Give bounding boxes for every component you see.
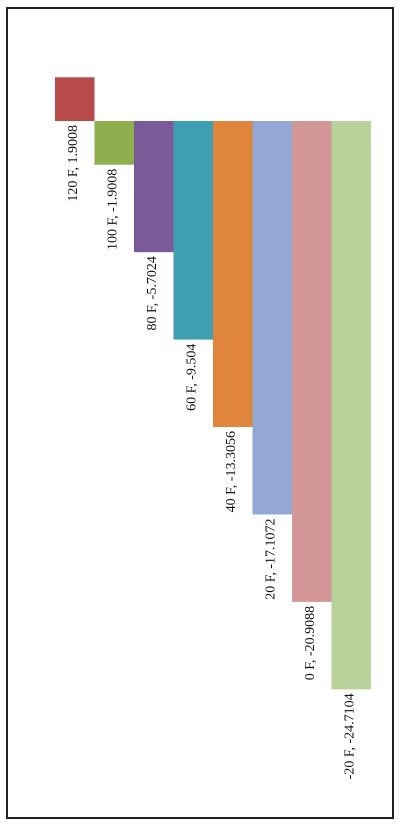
bar-3 <box>173 121 213 340</box>
data-label-6: 0 F, -20.9088 <box>303 606 318 680</box>
bar-0 <box>55 77 95 121</box>
data-label-0: 120 F, 1.9008 <box>66 125 81 202</box>
data-label-2: 80 F, -5.7024 <box>145 256 160 330</box>
bar-2 <box>134 121 174 253</box>
bar-1 <box>94 121 134 165</box>
bar-4 <box>213 121 253 428</box>
data-label-7: -20 F, -24.7104 <box>343 693 358 779</box>
data-label-4: 40 F, -13.3056 <box>224 431 239 512</box>
bar-7 <box>331 121 371 690</box>
data-label-5: 20 F, -17.1072 <box>264 518 279 599</box>
bar-5 <box>252 121 292 515</box>
data-label-1: 100 F, -1.9008 <box>106 169 121 250</box>
data-label-3: 60 F, -9.504 <box>185 344 200 411</box>
bar-6 <box>292 121 332 602</box>
